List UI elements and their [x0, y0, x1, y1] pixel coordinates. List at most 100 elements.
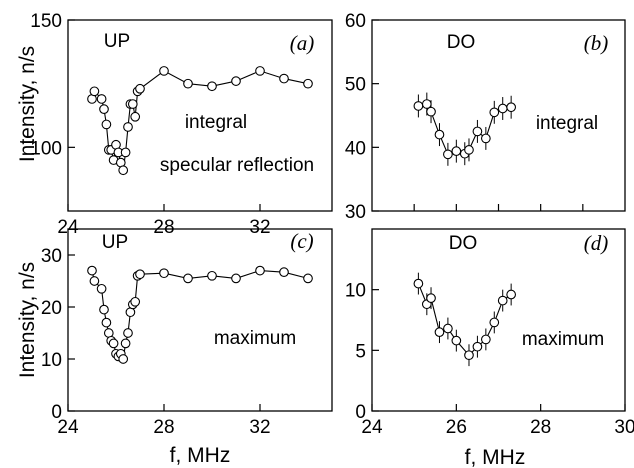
- y-axis-title-bottom: Intensity, n/s: [16, 262, 39, 378]
- data-point: [443, 149, 453, 160]
- y-tick-label: 0: [51, 402, 62, 423]
- data-point: [255, 66, 265, 76]
- data-point: [489, 107, 500, 118]
- mode-label: DO: [449, 233, 478, 254]
- data-point: [497, 295, 508, 306]
- mode-label: DO: [447, 32, 476, 53]
- data-point: [506, 102, 517, 113]
- data-point: [96, 94, 107, 104]
- data-point: [426, 106, 436, 117]
- data-point: [89, 86, 100, 97]
- data-point: [135, 83, 145, 94]
- y-tick-label: 50: [345, 75, 366, 96]
- data-point: [464, 350, 474, 361]
- data-point: [421, 99, 432, 109]
- y-tick-label: 20: [41, 298, 62, 319]
- data-point: [451, 335, 462, 346]
- data-point: [231, 273, 241, 284]
- data-point: [497, 103, 508, 114]
- data-point: [130, 111, 141, 122]
- data-point: [279, 73, 289, 84]
- data-point: [108, 338, 119, 349]
- data-point: [472, 341, 483, 352]
- data-point: [89, 276, 100, 286]
- annotation-text: maximum: [522, 329, 604, 350]
- chart-panels: 24 28 32 10 0 150 (a) UP integral specular reflec…: [30, 11, 634, 438]
- annotation-text: integral: [185, 112, 247, 133]
- data-point: [130, 296, 141, 307]
- data-point: [207, 81, 217, 92]
- plot-frame: [67, 228, 333, 412]
- data-point: [489, 317, 500, 328]
- data-point: [120, 338, 131, 349]
- plot-frame: [67, 19, 333, 212]
- data-point: [118, 165, 129, 176]
- data-point: [127, 99, 138, 109]
- chart-panel-b: 30 40 50 60 (b) DO integral: [345, 11, 626, 223]
- data-point: [413, 278, 424, 289]
- y-tick-label: 30: [41, 246, 62, 267]
- x-tick-label: 32: [249, 417, 270, 438]
- data-point: [120, 147, 131, 158]
- data-point: [123, 122, 133, 132]
- x-tick-label: 28: [153, 417, 174, 438]
- chart-panel-c: 24 28 32 0 10 20 30 (c) UP maximum: [41, 228, 333, 438]
- data-point: [123, 328, 133, 338]
- data-point: [99, 104, 109, 114]
- data-point: [464, 145, 474, 155]
- panel-label: (c): [290, 229, 313, 253]
- x-tick-label: 24: [57, 217, 79, 238]
- y-tick-label: 10: [345, 281, 366, 302]
- data-point: [135, 269, 145, 280]
- data-point: [101, 119, 112, 130]
- data-point: [231, 76, 241, 86]
- y-tick-label: 5: [355, 341, 366, 362]
- panel-label: (a): [290, 31, 315, 55]
- data-point: [303, 273, 313, 284]
- y-tick-label: 10: [41, 350, 62, 371]
- x-tick-label: 26: [446, 417, 467, 438]
- data-point: [481, 133, 491, 144]
- data-point: [303, 78, 313, 89]
- data-point: [159, 66, 169, 76]
- data-point: [472, 126, 483, 137]
- plot-frame: [371, 228, 626, 412]
- annotation-text: specular reflection: [160, 155, 314, 176]
- data-point: [183, 273, 193, 284]
- data-point: [159, 268, 169, 279]
- data-point: [279, 267, 289, 278]
- data-point: [506, 289, 517, 300]
- data-point: [183, 78, 193, 89]
- x-axis-title-left: f, MHz: [170, 444, 231, 467]
- data-point: [443, 323, 453, 334]
- y-tick-label: 60: [345, 11, 366, 32]
- chart-panel-d: 24 26 28 30 0 5 10 (d) DO maximum: [345, 228, 634, 438]
- panel-label: (d): [584, 231, 609, 255]
- chart-panel-a: 24 28 32 100 150 (a) UP integral specular reflec…: [30, 11, 333, 238]
- y-axis-title-top: Intensity, n/s: [16, 46, 39, 162]
- x-tick-label: 32: [249, 217, 270, 238]
- mode-label: UP: [102, 232, 128, 253]
- data-point: [101, 317, 112, 328]
- data-point: [99, 304, 109, 315]
- data-point: [207, 270, 217, 281]
- y-tick-label: 40: [345, 138, 366, 159]
- data-point: [96, 283, 107, 294]
- x-tick-label: 30: [614, 417, 634, 438]
- y-tick-label: 150: [30, 11, 62, 32]
- data-point: [87, 265, 97, 276]
- x-tick-label: 28: [530, 417, 551, 438]
- x-tick-label: 24: [57, 417, 79, 438]
- data-point: [451, 146, 462, 157]
- data-point: [118, 354, 129, 364]
- data-point: [434, 129, 445, 140]
- data-point: [434, 327, 445, 337]
- data-point: [481, 334, 491, 345]
- data-point: [255, 265, 265, 276]
- panel-label: (b): [584, 31, 609, 55]
- x-axis-title-right: f, MHz: [465, 446, 526, 468]
- y-tick-label: 0: [355, 402, 366, 423]
- annotation-text: maximum: [214, 328, 296, 349]
- annotation-text: integral: [536, 113, 598, 134]
